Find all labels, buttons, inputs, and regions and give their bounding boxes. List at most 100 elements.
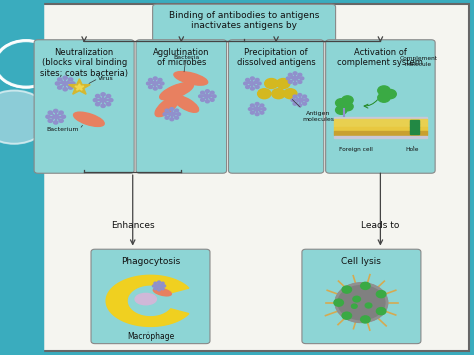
Bar — [334, 117, 427, 119]
Circle shape — [248, 108, 252, 110]
FancyBboxPatch shape — [91, 249, 210, 344]
Circle shape — [250, 77, 254, 80]
Circle shape — [250, 104, 254, 107]
Circle shape — [303, 95, 307, 98]
FancyBboxPatch shape — [34, 40, 134, 173]
Bar — [334, 123, 427, 127]
Circle shape — [58, 86, 62, 89]
Circle shape — [246, 78, 249, 81]
Circle shape — [335, 283, 387, 322]
Ellipse shape — [160, 82, 193, 100]
Circle shape — [255, 113, 259, 116]
Circle shape — [154, 282, 157, 284]
Circle shape — [244, 82, 247, 85]
Circle shape — [257, 82, 261, 85]
Circle shape — [146, 82, 150, 85]
Circle shape — [277, 78, 290, 88]
Text: Cell lysis: Cell lysis — [341, 257, 382, 266]
Circle shape — [148, 78, 152, 81]
Circle shape — [106, 94, 110, 98]
Circle shape — [160, 82, 164, 85]
Circle shape — [376, 307, 386, 315]
Circle shape — [153, 87, 157, 90]
Circle shape — [161, 288, 164, 290]
Circle shape — [255, 78, 259, 81]
Circle shape — [334, 299, 343, 306]
Text: Bacterium: Bacterium — [46, 127, 79, 132]
FancyBboxPatch shape — [153, 4, 336, 42]
Ellipse shape — [153, 288, 172, 296]
Circle shape — [336, 99, 347, 107]
Circle shape — [153, 285, 155, 287]
Circle shape — [61, 115, 65, 118]
Circle shape — [48, 119, 53, 122]
Circle shape — [257, 89, 271, 99]
Circle shape — [175, 116, 179, 119]
Circle shape — [59, 119, 63, 122]
Circle shape — [68, 78, 73, 81]
Circle shape — [109, 98, 113, 102]
Circle shape — [93, 98, 98, 102]
Circle shape — [250, 111, 254, 114]
Circle shape — [58, 78, 62, 81]
Bar — [410, 124, 419, 127]
Circle shape — [361, 282, 370, 289]
FancyBboxPatch shape — [302, 249, 421, 344]
Circle shape — [157, 289, 160, 291]
Ellipse shape — [174, 72, 208, 85]
Circle shape — [293, 95, 297, 98]
Circle shape — [378, 93, 390, 102]
Text: Enhances: Enhances — [111, 221, 155, 230]
Circle shape — [365, 303, 372, 308]
Circle shape — [351, 304, 357, 308]
Circle shape — [55, 82, 60, 85]
Text: Phagocytosis: Phagocytosis — [121, 257, 180, 266]
Circle shape — [101, 93, 105, 96]
Circle shape — [201, 98, 204, 101]
Text: Precipitation of
dissolved antigens: Precipitation of dissolved antigens — [237, 48, 316, 67]
Text: Macrophage: Macrophage — [127, 332, 174, 341]
FancyBboxPatch shape — [43, 4, 469, 351]
Circle shape — [157, 281, 160, 283]
Bar — [0, 0, 43, 355]
Circle shape — [293, 82, 297, 85]
Circle shape — [48, 111, 53, 114]
Bar — [334, 127, 427, 131]
Circle shape — [255, 86, 259, 88]
Circle shape — [165, 109, 169, 112]
Circle shape — [63, 76, 67, 80]
Circle shape — [0, 91, 50, 144]
Circle shape — [262, 108, 266, 110]
Circle shape — [63, 88, 67, 91]
Circle shape — [205, 90, 209, 93]
Circle shape — [342, 286, 352, 293]
Circle shape — [96, 103, 100, 106]
Circle shape — [286, 77, 290, 80]
Circle shape — [153, 77, 157, 80]
Text: Leads to: Leads to — [361, 221, 400, 230]
Polygon shape — [75, 84, 84, 90]
Circle shape — [361, 316, 370, 323]
Bar — [410, 131, 419, 134]
Circle shape — [205, 100, 209, 103]
Text: Foreign cell: Foreign cell — [339, 147, 373, 152]
Text: Neutralization
(blocks viral binding
sites; coats bacteria): Neutralization (blocks viral binding sit… — [40, 48, 128, 78]
Circle shape — [175, 109, 179, 112]
Circle shape — [106, 103, 110, 106]
Circle shape — [250, 87, 254, 90]
Circle shape — [288, 73, 292, 76]
Circle shape — [264, 78, 278, 88]
Text: Virus: Virus — [98, 76, 114, 81]
Circle shape — [212, 95, 216, 98]
Circle shape — [158, 78, 162, 81]
Circle shape — [154, 288, 157, 290]
Circle shape — [161, 282, 164, 284]
Circle shape — [288, 81, 292, 83]
Circle shape — [255, 103, 259, 105]
Text: Bacteria: Bacteria — [173, 55, 199, 60]
Ellipse shape — [173, 95, 199, 112]
Circle shape — [260, 111, 264, 114]
Circle shape — [0, 42, 55, 86]
Circle shape — [101, 104, 105, 108]
Circle shape — [165, 116, 169, 119]
